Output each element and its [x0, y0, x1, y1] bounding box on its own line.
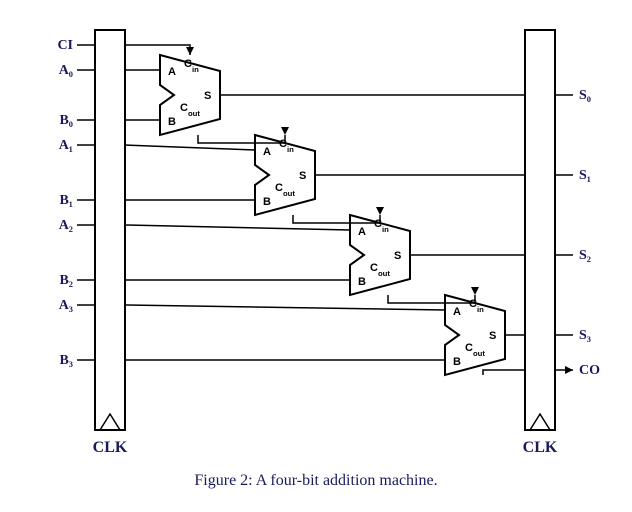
port-S: S	[394, 250, 401, 262]
left-pin-3: A₁	[59, 138, 73, 153]
arrowhead	[565, 366, 573, 374]
arrowhead	[281, 127, 289, 135]
right-pin-0: S₀	[579, 88, 591, 103]
left-pin-0: CI	[57, 38, 73, 53]
port-B: B	[263, 196, 271, 208]
arrowhead	[376, 207, 384, 215]
left-pin-8: B₃	[59, 353, 73, 368]
port-A: A	[358, 226, 366, 238]
left-pin-1: A₀	[59, 63, 73, 78]
wire-A3	[125, 305, 445, 310]
right-pin-1: S₁	[579, 168, 591, 183]
left-pin-6: B₂	[59, 273, 73, 288]
right-pin-2: S₂	[579, 248, 591, 263]
wire-A1	[125, 145, 255, 150]
four-bit-adder-diagram: CLKCLKCIA₀B₀A₁B₁A₂B₂A₃B₃S₀S₁S₂S₃COABSCin…	[0, 0, 632, 512]
left-pin-4: B₁	[59, 193, 73, 208]
port-B: B	[168, 116, 176, 128]
arrowhead	[186, 47, 194, 55]
left-pin-7: A₃	[59, 298, 73, 313]
port-S: S	[204, 90, 211, 102]
port-A: A	[453, 306, 461, 318]
left-pin-5: A₂	[59, 218, 73, 233]
register-left	[95, 30, 125, 430]
figure-caption: Figure 2: A four-bit addition machine.	[194, 472, 437, 489]
right-pin-3: S₃	[579, 328, 591, 343]
clk-label-right: CLK	[523, 439, 558, 456]
port-A: A	[263, 146, 271, 158]
port-A: A	[168, 66, 176, 78]
port-B: B	[453, 356, 461, 368]
register-right	[525, 30, 555, 430]
right-pin-4: CO	[579, 363, 600, 378]
port-B: B	[358, 276, 366, 288]
wire-A2	[125, 225, 350, 230]
wire-CI	[125, 45, 190, 55]
left-pin-2: B₀	[59, 113, 73, 128]
clk-label-left: CLK	[93, 439, 128, 456]
port-S: S	[299, 170, 306, 182]
arrowhead	[471, 287, 479, 295]
port-S: S	[489, 330, 496, 342]
wire-CO	[483, 370, 525, 375]
